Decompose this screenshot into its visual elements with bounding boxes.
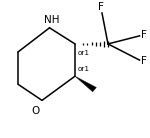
Text: NH: NH bbox=[44, 15, 60, 25]
Text: or1: or1 bbox=[78, 67, 90, 72]
Text: O: O bbox=[32, 106, 40, 116]
Text: F: F bbox=[141, 56, 147, 66]
Text: or1: or1 bbox=[78, 50, 90, 56]
Text: F: F bbox=[141, 30, 147, 39]
Text: F: F bbox=[98, 2, 103, 12]
Polygon shape bbox=[75, 76, 96, 92]
